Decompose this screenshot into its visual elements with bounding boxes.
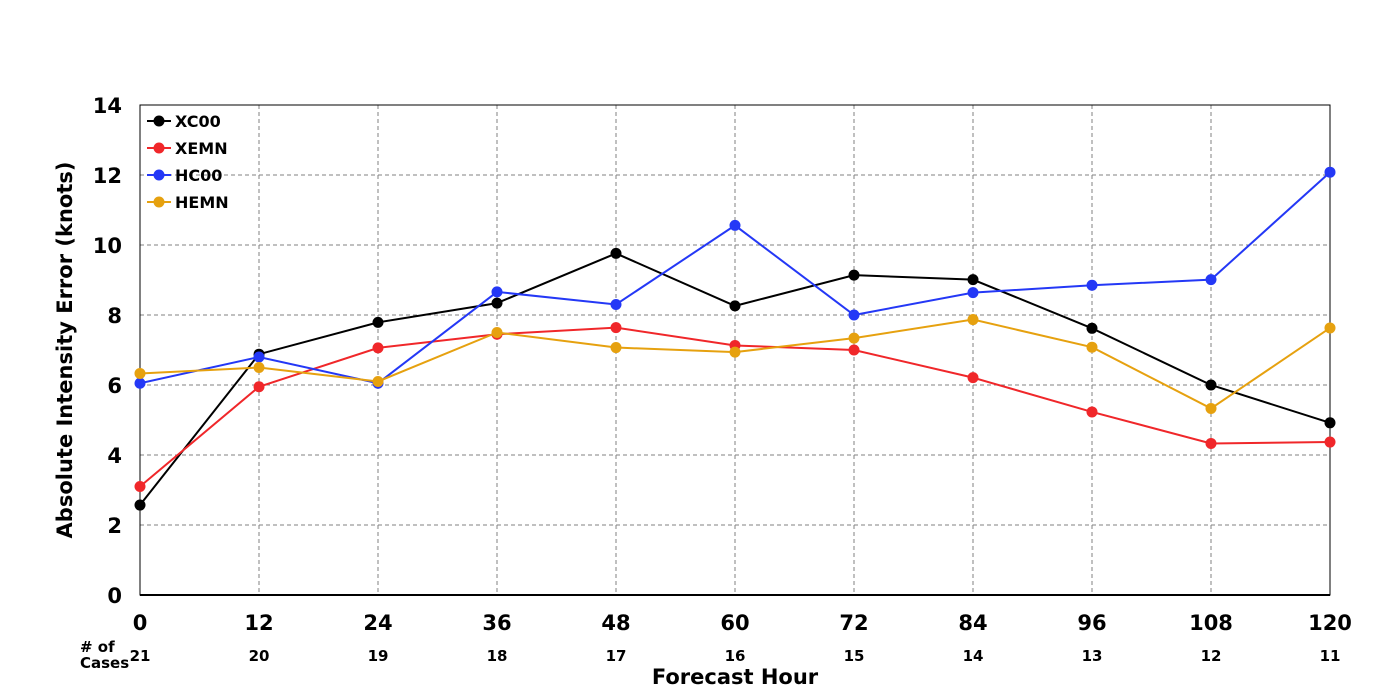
legend-item-xc00: XC00 [147,112,221,131]
case-count: 15 [844,647,865,665]
data-point [253,351,265,363]
legend: XC00 XEMN HC00 HEMN [147,112,229,212]
x-tick-label: 108 [1189,611,1233,635]
legend-marker [153,196,165,208]
y-tick-label: 4 [107,444,122,468]
case-count: 14 [963,647,984,665]
case-count: 19 [368,647,389,665]
data-point [729,346,741,358]
case-count: 16 [725,647,746,665]
data-point [610,342,622,354]
data-point [1086,341,1098,353]
series-xc00 [134,247,1336,511]
case-count: 13 [1082,647,1103,665]
data-point [491,286,503,298]
data-point [372,376,384,387]
data-point [848,332,860,344]
data-point [610,322,622,334]
case-count: 20 [249,647,270,665]
case-count: 17 [606,647,627,665]
data-point [134,377,146,389]
y-tick-label: 12 [93,164,122,188]
x-tick-label: 120 [1308,611,1352,635]
x-tick-label: 48 [601,611,630,635]
data-point [848,269,860,281]
legend-marker [153,169,165,181]
data-point [967,287,979,299]
legend-label: XEMN [175,139,228,158]
legend-label: XC00 [175,112,221,131]
data-point [1324,166,1336,178]
cases-label-line: # of [80,638,115,656]
data-point [967,274,979,286]
data-point [253,362,265,373]
data-point [1086,279,1098,291]
data-point [967,314,979,326]
data-point [1324,436,1336,448]
x-tick-label: 0 [133,611,148,635]
x-tick-label: 96 [1077,611,1106,635]
y-axis-title: Absolute Intensity Error (knots) [53,162,77,539]
x-axis-title: Forecast Hour [652,665,819,689]
data-point [610,299,622,310]
cases-label-line: Cases [80,654,129,672]
data-point [729,300,741,312]
legend-label: HEMN [175,193,229,212]
legend-item-hc00: HC00 [147,166,222,185]
x-tick-label: 72 [839,611,868,635]
data-point [372,342,384,354]
data-point [134,481,146,492]
x-axis-ticks: 0 12 24 36 48 60 72 84 96 108 120 [133,611,1352,635]
data-point [491,327,503,338]
legend-item-xemn: XEMN [147,139,228,158]
y-tick-label: 6 [107,374,122,398]
data-point [848,309,860,321]
legend-marker [153,115,165,127]
data-point [1205,437,1217,449]
data-point [1205,402,1217,414]
y-axis-ticks: 0 2 4 6 8 10 12 14 [93,94,122,608]
cases-label: # of Cases [80,638,129,672]
x-tick-label: 12 [244,611,273,635]
y-tick-label: 0 [107,584,122,608]
case-count: 18 [487,647,508,665]
data-point [967,372,979,384]
grid [140,105,1330,595]
cases-row: 21 20 19 18 17 16 15 14 13 12 11 [130,647,1341,665]
x-tick-label: 24 [363,611,392,635]
data-point [491,297,503,309]
data-point [253,381,265,393]
data-point [1205,379,1217,391]
data-point [1205,274,1217,286]
y-tick-label: 8 [107,304,122,328]
data-point [1324,417,1336,429]
data-point [134,367,146,379]
legend-label: HC00 [175,166,222,185]
case-count: 21 [130,647,151,665]
data-point [372,316,384,328]
series-layer [134,166,1336,511]
legend-marker [153,142,165,154]
data-point [729,219,741,231]
legend-item-hemn: HEMN [147,193,229,212]
data-point [1324,322,1336,334]
y-tick-label: 2 [107,514,122,538]
series-hemn [134,314,1336,414]
x-tick-label: 36 [482,611,511,635]
data-point [134,499,146,511]
y-tick-label: 14 [93,94,122,118]
case-count: 11 [1320,647,1341,665]
y-tick-label: 10 [93,234,122,258]
data-point [848,344,860,356]
data-point [610,247,622,259]
x-tick-label: 84 [958,611,987,635]
x-tick-label: 60 [720,611,749,635]
case-count: 12 [1201,647,1222,665]
data-point [1086,322,1098,334]
data-point [1086,406,1098,418]
